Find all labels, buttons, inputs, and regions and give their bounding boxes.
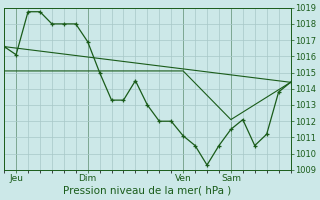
X-axis label: Pression niveau de la mer( hPa ): Pression niveau de la mer( hPa ) <box>63 186 231 196</box>
